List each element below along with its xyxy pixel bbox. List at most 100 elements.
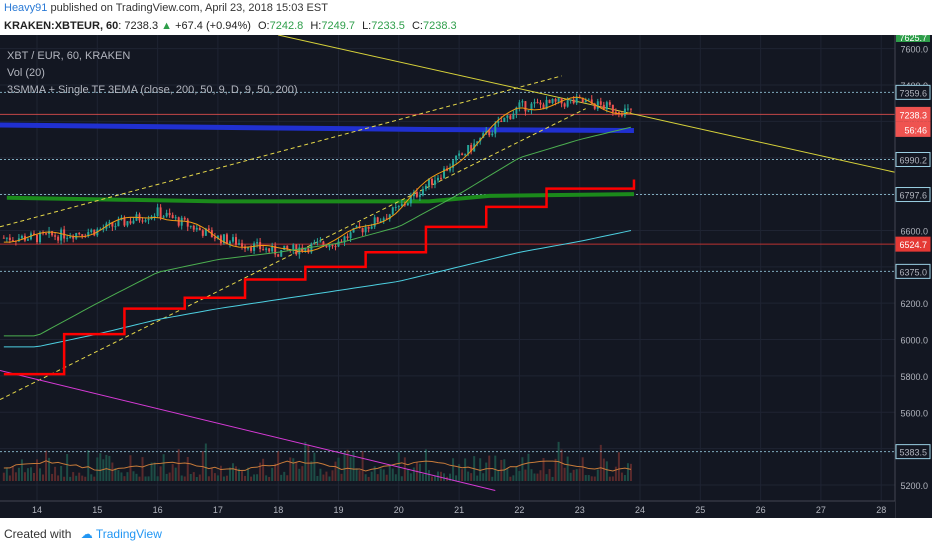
- candle-body: [147, 219, 150, 221]
- candle-body: [69, 236, 72, 238]
- candle-body: [388, 214, 391, 220]
- candle-body: [129, 221, 132, 224]
- candle-body: [364, 226, 367, 233]
- volume-bar: [29, 467, 32, 481]
- volume-bar: [421, 473, 424, 481]
- volume-bar: [183, 476, 186, 481]
- volume-bar: [165, 473, 168, 481]
- chart-area[interactable]: 7600.07400.07200.07000.06800.06600.06400…: [0, 33, 932, 518]
- candle-body: [247, 247, 250, 249]
- candle-body: [216, 235, 219, 239]
- candle-body: [346, 236, 349, 239]
- candle-body: [575, 96, 578, 104]
- volume-bar: [186, 456, 189, 481]
- candle-body: [123, 217, 126, 226]
- candle-body: [159, 207, 162, 218]
- candle-body: [322, 241, 325, 246]
- volume-bar: [497, 469, 500, 481]
- volume-bar: [253, 474, 256, 481]
- volume-bar: [533, 473, 536, 481]
- volume-bar: [485, 462, 488, 481]
- sma-mid-line: [3, 126, 632, 337]
- candle-body: [307, 248, 310, 253]
- volume-bar: [337, 457, 340, 481]
- candle-body: [467, 145, 470, 155]
- volume-bar: [277, 451, 280, 481]
- candle-body: [382, 218, 385, 221]
- close-value: 7238.3: [422, 20, 457, 32]
- price-badge-label: 7238.3: [899, 110, 927, 120]
- candle-body: [545, 99, 548, 110]
- channel-lower: [0, 108, 586, 400]
- candle-body: [162, 216, 165, 218]
- author-link[interactable]: Heavy91: [4, 2, 48, 14]
- top-price-badge: [896, 33, 930, 42]
- open-value: 7242.8: [269, 20, 304, 32]
- candle-body: [301, 247, 304, 252]
- volume-bar: [105, 454, 108, 481]
- price-badge: [895, 444, 931, 460]
- candle-body: [449, 167, 452, 171]
- candle-body: [494, 123, 497, 134]
- candle-body: [415, 192, 418, 197]
- volume-bar: [213, 473, 216, 481]
- volume-bar: [527, 453, 530, 481]
- volume-legend[interactable]: Vol (20): [7, 67, 45, 79]
- last-price: 7238.3: [124, 20, 159, 32]
- chart-canvas[interactable]: 7600.07400.07200.07000.06800.06600.06400…: [0, 33, 932, 518]
- price-badge-label: 7359.6: [899, 88, 927, 98]
- volume-bar: [461, 469, 464, 481]
- candle-body: [602, 104, 605, 110]
- volume-bar: [385, 474, 388, 481]
- candle-body: [241, 243, 244, 247]
- volume-bar: [343, 452, 346, 481]
- indicator-legend[interactable]: 3SMMA + Single TF 3EMA (close, 200, 50, …: [7, 84, 298, 96]
- candle-body: [566, 100, 569, 107]
- volume-bar: [11, 466, 14, 481]
- volume-bar: [271, 467, 274, 481]
- tradingview-logo-icon: ☁: [80, 527, 93, 541]
- volume-bar: [382, 469, 385, 481]
- candle-body: [370, 226, 373, 229]
- candle-body: [527, 110, 530, 112]
- candle-body: [117, 219, 120, 227]
- candle-body: [280, 250, 283, 257]
- volume-bar: [129, 455, 132, 481]
- candle-body: [373, 217, 376, 227]
- candle-body: [253, 243, 256, 251]
- candle-body: [548, 99, 551, 104]
- candle-body: [60, 229, 63, 241]
- footer: Created with ☁ TradingView: [0, 518, 932, 550]
- volume-bar: [259, 462, 262, 481]
- volume-bar: [156, 476, 159, 481]
- volume-bar: [364, 474, 367, 481]
- price-tick-label: 5600.0: [900, 408, 928, 418]
- volume-bar: [81, 475, 84, 481]
- volume-bar: [346, 449, 349, 481]
- volume-bar: [102, 459, 105, 481]
- candle-body: [334, 246, 337, 248]
- volume-bar: [162, 454, 165, 481]
- volume-bar: [334, 461, 337, 481]
- volume-bar: [409, 473, 412, 481]
- candle-body: [530, 103, 533, 111]
- candle-body: [452, 160, 455, 168]
- candle-body: [66, 237, 69, 239]
- volume-bar: [560, 449, 563, 481]
- candle-body: [114, 226, 117, 228]
- volume-bar: [45, 450, 48, 481]
- volume-bar: [295, 461, 298, 481]
- candle-body: [72, 236, 75, 239]
- symbol-label: KRAKEN:XBTEUR, 60: [4, 20, 119, 32]
- pair-legend[interactable]: XBT / EUR, 60, KRAKEN: [7, 50, 131, 62]
- volume-bar: [310, 461, 313, 481]
- volume-bar: [69, 476, 72, 481]
- tradingview-brand[interactable]: TradingView: [95, 527, 162, 541]
- price-badge: [895, 84, 931, 100]
- volume-bar: [608, 476, 611, 481]
- chart-background: [0, 35, 932, 518]
- candle-body: [75, 233, 78, 239]
- candle-body: [171, 215, 174, 219]
- volume-bar: [78, 472, 81, 481]
- candle-body: [427, 178, 430, 186]
